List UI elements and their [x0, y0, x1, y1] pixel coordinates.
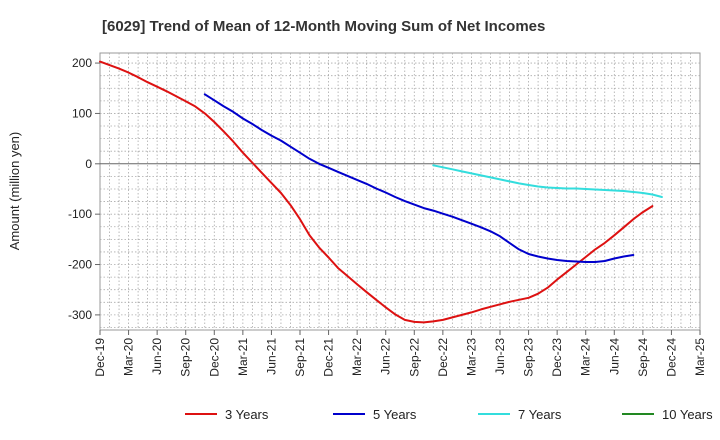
- x-tick-label: Dec-19: [93, 338, 107, 377]
- plot-area: [99, 52, 701, 331]
- x-tick-label: Dec-21: [322, 338, 336, 377]
- series-line-2: [203, 93, 635, 263]
- x-tick-label: Sep-20: [179, 338, 193, 377]
- y-axis-label: Amount (million yen): [7, 132, 22, 251]
- x-axis: Dec-19 Mar-20 Jun-20 Sep-20 Dec-20 Mar-21 Jun-…: [93, 330, 707, 377]
- grid-lines: [100, 53, 700, 330]
- series-line-3: [432, 164, 663, 198]
- chart-title: [6029] Trend of Mean of 12-Month Moving …: [102, 18, 545, 35]
- x-tick-label: Dec-24: [664, 338, 678, 377]
- y-tick-label: 100: [72, 106, 92, 120]
- y-tick-label: -300: [68, 308, 92, 322]
- x-tick-label: Jun-20: [150, 338, 164, 375]
- legend: 3 Years 5 Years 7 Years 10 Years: [185, 407, 713, 422]
- x-tick-label: Mar-24: [579, 338, 593, 376]
- x-tick-label: Sep-23: [522, 338, 536, 377]
- x-tick-label: Sep-24: [636, 338, 650, 377]
- x-tick-label: Mar-25: [693, 338, 707, 376]
- legend-label-1: 3 Years: [225, 407, 269, 422]
- x-tick-label: Mar-22: [350, 338, 364, 376]
- y-tick-label: 0: [85, 157, 92, 171]
- y-tick-label: 200: [72, 56, 92, 70]
- x-tick-label: Mar-23: [464, 338, 478, 376]
- x-tick-label: Sep-21: [293, 338, 307, 377]
- x-tick-label: Sep-22: [407, 338, 421, 377]
- x-tick-label: Mar-21: [236, 338, 250, 376]
- series-lines: [99, 60, 663, 324]
- series-line-1: [99, 60, 654, 324]
- legend-label-2: 5 Years: [373, 407, 417, 422]
- y-axis: -300 -200 -100 0 100 200: [68, 56, 100, 322]
- legend-label-4: 10 Years: [662, 407, 713, 422]
- x-tick-label: Dec-23: [550, 338, 564, 377]
- y-tick-label: -200: [68, 258, 92, 272]
- legend-label-3: 7 Years: [518, 407, 562, 422]
- y-tick-label: -100: [68, 207, 92, 221]
- x-tick-label: Mar-20: [122, 338, 136, 376]
- x-tick-label: Jun-21: [264, 338, 278, 375]
- x-tick-label: Jun-24: [607, 338, 621, 375]
- x-tick-label: Dec-22: [436, 338, 450, 377]
- x-tick-label: Dec-20: [207, 338, 221, 377]
- x-tick-label: Jun-22: [379, 338, 393, 375]
- x-tick-label: Jun-23: [493, 338, 507, 375]
